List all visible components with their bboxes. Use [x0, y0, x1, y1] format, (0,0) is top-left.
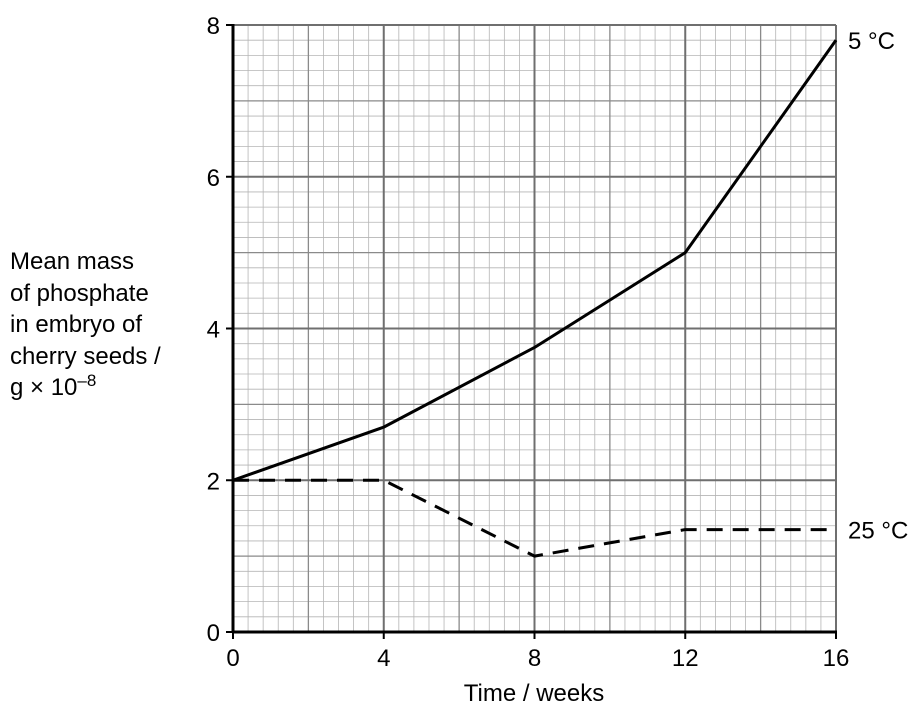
- series-labels: 5 °C 25 °C: [848, 28, 908, 544]
- y-axis-label: Mean mass of phosphate in embryo of cher…: [10, 246, 161, 404]
- series-line-1: [233, 478, 836, 558]
- x-tick-label: 8: [528, 645, 541, 672]
- y-tick-label: 6: [207, 165, 220, 192]
- x-tick-label: 4: [377, 645, 390, 672]
- y-axis-label-line: cherry seeds /: [10, 342, 161, 370]
- y-tick-label: 0: [207, 620, 220, 647]
- x-tick-label: 16: [823, 645, 850, 672]
- y-axis-label-line: of phosphate: [10, 279, 149, 307]
- x-tick-label: 0: [226, 645, 239, 672]
- y-tick-label: 2: [207, 468, 220, 495]
- series-layer: [232, 39, 838, 558]
- y-axis-unit-exponent: –8: [77, 371, 97, 390]
- y-axis-label-line: in embryo of: [10, 311, 143, 338]
- y-axis-unit: g × 10–8: [10, 372, 161, 404]
- y-tick-label: 8: [207, 13, 220, 40]
- axes: [226, 24, 837, 639]
- x-tick-label: 12: [672, 645, 699, 672]
- y-axis-label-line: Mean mass: [10, 248, 135, 275]
- series-line-0: [232, 39, 838, 482]
- x-axis-label: Time / weeks: [464, 680, 604, 707]
- series-label-1: 25 °C: [848, 518, 908, 545]
- tick-labels: 0 4 8 12 16 0 2 4 6 8: [207, 13, 850, 672]
- y-tick-label: 4: [207, 317, 220, 344]
- y-axis-unit-base: g × 10: [10, 374, 78, 401]
- series-label-0: 5 °C: [848, 28, 895, 55]
